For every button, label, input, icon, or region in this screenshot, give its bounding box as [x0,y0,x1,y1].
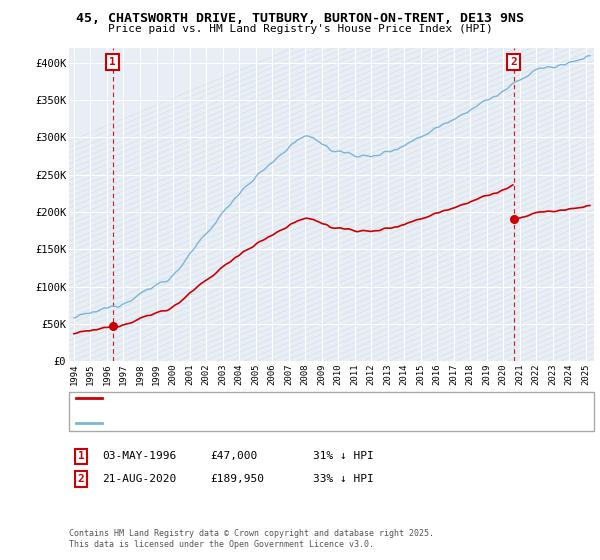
Text: 2: 2 [77,474,85,484]
Text: 31% ↓ HPI: 31% ↓ HPI [313,451,373,461]
Text: 33% ↓ HPI: 33% ↓ HPI [313,474,373,484]
Text: 1: 1 [77,451,85,461]
Text: 45, CHATSWORTH DRIVE, TUTBURY, BURTON-ON-TRENT, DE13 9NS (detached house): 45, CHATSWORTH DRIVE, TUTBURY, BURTON-ON… [108,393,537,403]
Text: 03-MAY-1996: 03-MAY-1996 [103,451,177,461]
Text: Contains HM Land Registry data © Crown copyright and database right 2025.
This d: Contains HM Land Registry data © Crown c… [69,529,434,549]
Text: 45, CHATSWORTH DRIVE, TUTBURY, BURTON-ON-TRENT, DE13 9NS: 45, CHATSWORTH DRIVE, TUTBURY, BURTON-ON… [76,12,524,25]
Text: HPI: Average price, detached house, East Staffordshire: HPI: Average price, detached house, East… [108,418,425,428]
Text: 2: 2 [511,57,517,67]
Text: £47,000: £47,000 [211,451,258,461]
Text: £189,950: £189,950 [211,474,265,484]
Text: 21-AUG-2020: 21-AUG-2020 [103,474,177,484]
Text: Price paid vs. HM Land Registry's House Price Index (HPI): Price paid vs. HM Land Registry's House … [107,24,493,34]
Text: 1: 1 [109,57,116,67]
